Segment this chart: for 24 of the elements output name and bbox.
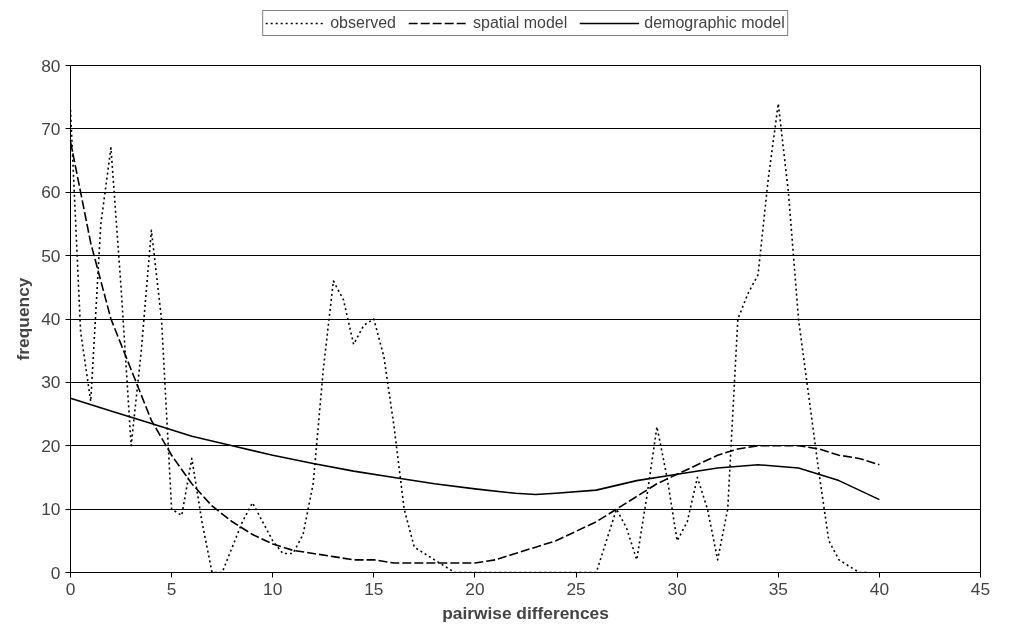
y-axis-title: frequency bbox=[13, 277, 34, 361]
y-tick-label: 50 bbox=[41, 245, 61, 266]
legend-label: spatial model bbox=[473, 13, 568, 32]
y-tick-label: 40 bbox=[41, 309, 61, 329]
x-axis-title: pairwise differences bbox=[442, 602, 609, 623]
y-tick-label: 20 bbox=[41, 435, 61, 456]
x-tick-label: 35 bbox=[768, 578, 788, 599]
x-tick-label: 45 bbox=[970, 578, 991, 599]
x-tick-label: 10 bbox=[263, 578, 283, 599]
x-tick-label: 15 bbox=[364, 578, 384, 599]
y-tick-label: 30 bbox=[41, 372, 61, 393]
y-tick-label: 0 bbox=[50, 562, 61, 583]
x-tick-label: 40 bbox=[869, 578, 890, 599]
x-tick-label: 0 bbox=[65, 578, 76, 599]
y-tick-label: 10 bbox=[41, 499, 61, 520]
legend-label: demographic model bbox=[644, 13, 785, 32]
y-tick-label: 60 bbox=[41, 182, 61, 203]
x-tick-label: 30 bbox=[667, 578, 687, 599]
legend-label: observed bbox=[330, 13, 397, 32]
x-tick-label: 20 bbox=[465, 578, 485, 599]
x-tick-label: 25 bbox=[566, 578, 586, 599]
y-tick-label: 80 bbox=[41, 55, 61, 76]
x-tick-label: 5 bbox=[166, 578, 177, 599]
y-tick-label: 70 bbox=[41, 118, 61, 139]
